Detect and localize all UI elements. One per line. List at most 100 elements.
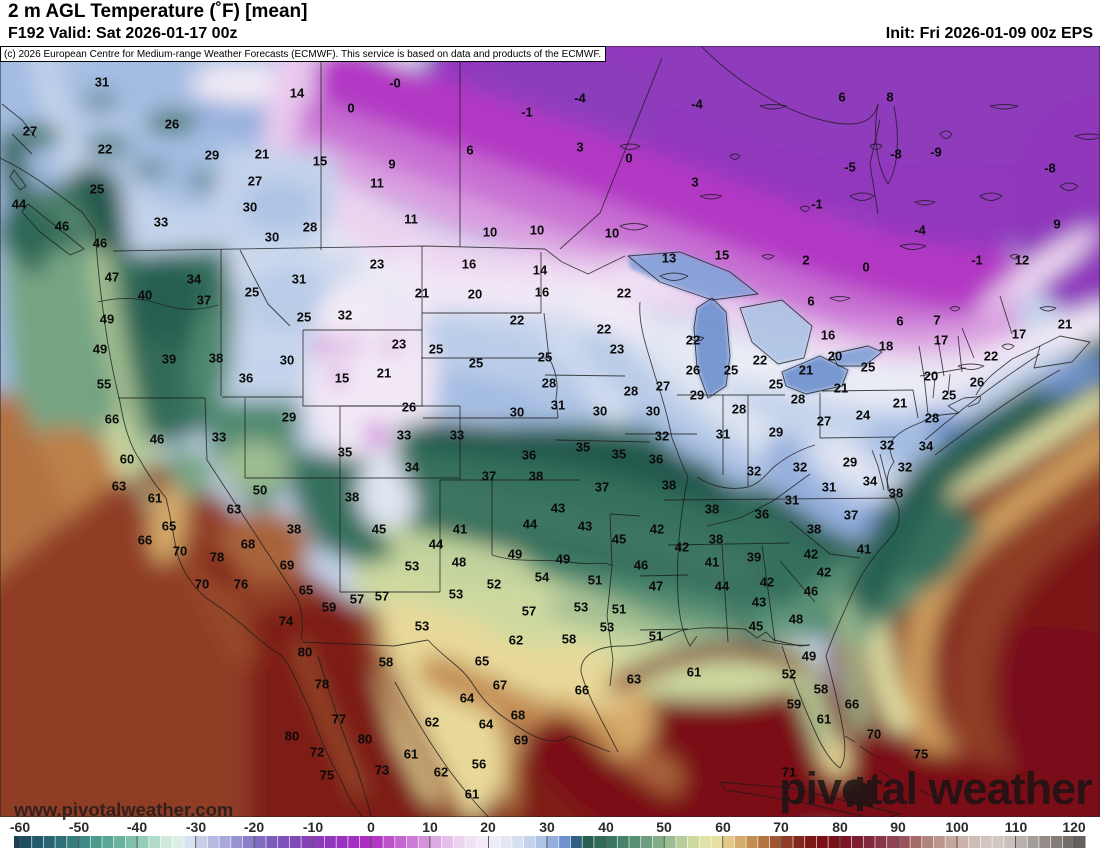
svg-text:44: 44: [12, 197, 27, 212]
svg-text:29: 29: [843, 455, 857, 470]
svg-text:26: 26: [165, 117, 179, 132]
svg-text:16: 16: [821, 328, 835, 343]
svg-text:2: 2: [802, 253, 809, 268]
svg-text:61: 61: [148, 491, 162, 506]
svg-text:49: 49: [93, 342, 107, 357]
svg-text:23: 23: [370, 257, 384, 272]
svg-text:72: 72: [310, 745, 324, 760]
svg-text:9: 9: [388, 157, 395, 172]
svg-text:37: 37: [595, 480, 609, 495]
svg-text:14: 14: [533, 263, 548, 278]
svg-text:58: 58: [814, 682, 828, 697]
svg-text:53: 53: [600, 620, 614, 635]
svg-text:69: 69: [514, 733, 528, 748]
svg-text:6: 6: [807, 294, 814, 309]
svg-text:22: 22: [597, 322, 611, 337]
svg-text:34: 34: [863, 474, 878, 489]
svg-text:35: 35: [612, 447, 626, 462]
svg-text:66: 66: [575, 683, 589, 698]
svg-text:52: 52: [782, 667, 796, 682]
svg-text:13: 13: [662, 251, 676, 266]
svg-text:38: 38: [209, 351, 223, 366]
svg-text:25: 25: [469, 356, 483, 371]
svg-text:32: 32: [898, 460, 912, 475]
svg-text:43: 43: [578, 519, 592, 534]
svg-text:28: 28: [732, 402, 746, 417]
svg-text:14: 14: [290, 86, 305, 101]
svg-text:31: 31: [95, 75, 109, 90]
svg-text:64: 64: [460, 691, 475, 706]
svg-text:44: 44: [523, 517, 538, 532]
svg-text:28: 28: [791, 392, 805, 407]
svg-text:25: 25: [724, 363, 738, 378]
svg-text:17: 17: [1012, 327, 1026, 342]
svg-text:18: 18: [879, 339, 893, 354]
svg-text:46: 46: [804, 584, 818, 599]
svg-text:10: 10: [530, 223, 544, 238]
svg-text:58: 58: [562, 632, 576, 647]
svg-text:26: 26: [402, 400, 416, 415]
svg-text:22: 22: [510, 313, 524, 328]
svg-text:31: 31: [551, 398, 565, 413]
svg-text:30: 30: [265, 230, 279, 245]
svg-text:-1: -1: [811, 197, 823, 212]
svg-text:26: 26: [970, 375, 984, 390]
svg-text:53: 53: [415, 619, 429, 634]
svg-text:23: 23: [610, 342, 624, 357]
svg-text:41: 41: [705, 555, 719, 570]
svg-text:53: 53: [574, 600, 588, 615]
svg-text:40: 40: [138, 288, 152, 303]
svg-text:63: 63: [627, 672, 641, 687]
svg-text:37: 37: [844, 508, 858, 523]
svg-text:30: 30: [510, 405, 524, 420]
svg-text:27: 27: [656, 379, 670, 394]
svg-text:75: 75: [320, 768, 334, 783]
svg-text:31: 31: [822, 480, 836, 495]
svg-text:38: 38: [705, 502, 719, 517]
svg-text:-8: -8: [1044, 161, 1056, 176]
svg-text:49: 49: [508, 547, 522, 562]
svg-text:76: 76: [234, 577, 248, 592]
svg-text:42: 42: [817, 565, 831, 580]
svg-text:29: 29: [690, 388, 704, 403]
svg-text:45: 45: [749, 619, 763, 634]
svg-text:-9: -9: [930, 145, 942, 160]
svg-text:63: 63: [227, 502, 241, 517]
svg-text:22: 22: [686, 333, 700, 348]
svg-text:10: 10: [605, 226, 619, 241]
svg-text:38: 38: [287, 522, 301, 537]
svg-text:36: 36: [522, 448, 536, 463]
svg-text:49: 49: [802, 649, 816, 664]
svg-text:36: 36: [239, 371, 253, 386]
svg-text:73: 73: [375, 763, 389, 778]
svg-text:21: 21: [377, 366, 391, 381]
svg-text:57: 57: [375, 589, 389, 604]
svg-text:53: 53: [449, 587, 463, 602]
svg-text:22: 22: [753, 353, 767, 368]
svg-text:57: 57: [522, 604, 536, 619]
svg-text:42: 42: [804, 547, 818, 562]
svg-text:15: 15: [715, 248, 729, 263]
svg-text:20: 20: [468, 287, 482, 302]
svg-text:38: 38: [709, 532, 723, 547]
svg-text:32: 32: [880, 438, 894, 453]
svg-text:-4: -4: [914, 223, 926, 238]
svg-text:47: 47: [105, 270, 119, 285]
svg-text:38: 38: [662, 478, 676, 493]
svg-text:32: 32: [747, 464, 761, 479]
svg-text:31: 31: [292, 272, 306, 287]
svg-text:70: 70: [867, 727, 881, 742]
svg-text:12: 12: [1015, 253, 1029, 268]
svg-text:31: 31: [716, 427, 730, 442]
svg-text:68: 68: [241, 537, 255, 552]
svg-text:77: 77: [332, 712, 346, 727]
svg-text:33: 33: [154, 215, 168, 230]
svg-text:48: 48: [789, 612, 803, 627]
svg-text:25: 25: [245, 285, 259, 300]
svg-text:66: 66: [845, 697, 859, 712]
svg-text:52: 52: [487, 577, 501, 592]
svg-text:34: 34: [405, 460, 420, 475]
svg-text:42: 42: [650, 522, 664, 537]
svg-text:78: 78: [210, 550, 224, 565]
svg-text:-8: -8: [890, 147, 902, 162]
